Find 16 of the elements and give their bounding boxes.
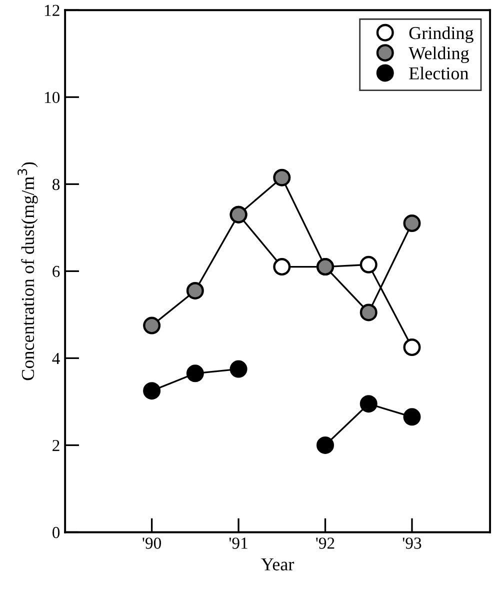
legend-label: Grinding — [409, 26, 474, 43]
y-axis-title: Concentration of dust(mg/m$^{3}$) — [18, 162, 38, 380]
x-tick-label: '91 — [229, 538, 248, 549]
y-tick-label: 6 — [52, 266, 60, 278]
x-tick-label: '90 — [142, 538, 162, 549]
legend-label: Welding — [408, 46, 469, 64]
x-axis-title: Year — [261, 558, 294, 570]
x-tick-label: '92 — [316, 538, 334, 549]
x-tick-label: '93 — [402, 538, 422, 549]
y-tick-label: 2 — [52, 440, 60, 451]
y-tick-label: 10 — [45, 92, 60, 104]
y-tick-label: 8 — [52, 178, 60, 190]
y-tick-label: 12 — [45, 4, 60, 16]
y-tick-label: 0 — [52, 526, 60, 538]
legend-label: Election — [409, 66, 468, 80]
y-tick-label: 4 — [52, 352, 60, 364]
